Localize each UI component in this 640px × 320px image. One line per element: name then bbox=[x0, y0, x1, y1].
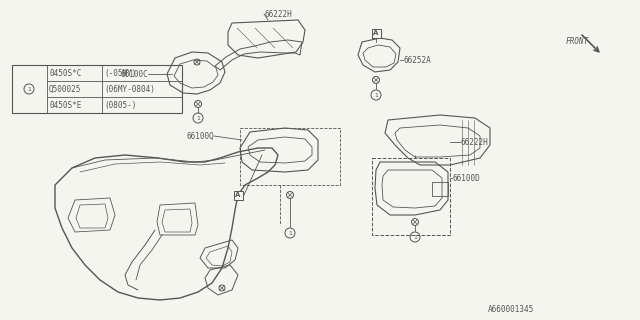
Text: 0450S*C: 0450S*C bbox=[49, 68, 81, 77]
Text: 66100D: 66100D bbox=[452, 173, 480, 182]
Text: 1: 1 bbox=[413, 235, 417, 239]
Text: (06MY-0804): (06MY-0804) bbox=[104, 84, 155, 93]
Text: (0805-): (0805-) bbox=[104, 100, 136, 109]
Text: 0450S*E: 0450S*E bbox=[49, 100, 81, 109]
Text: 1: 1 bbox=[374, 92, 378, 98]
Text: 1: 1 bbox=[288, 230, 292, 236]
Text: Q500025: Q500025 bbox=[49, 84, 81, 93]
Text: A: A bbox=[236, 192, 241, 198]
Bar bbox=[371, 28, 381, 37]
Text: 66100Q: 66100Q bbox=[186, 132, 214, 140]
Text: 66222H: 66222H bbox=[264, 10, 292, 19]
Text: FRONT: FRONT bbox=[566, 36, 589, 45]
Text: 66100C: 66100C bbox=[120, 69, 148, 78]
Bar bbox=[234, 190, 243, 199]
Text: (-05MY): (-05MY) bbox=[104, 68, 136, 77]
Text: A: A bbox=[373, 30, 379, 36]
Text: 66222H: 66222H bbox=[460, 138, 488, 147]
Text: 1: 1 bbox=[27, 86, 31, 92]
Bar bbox=[12, 65, 182, 113]
Text: 66252A: 66252A bbox=[403, 55, 431, 65]
Text: 1: 1 bbox=[196, 116, 200, 121]
Text: A660001345: A660001345 bbox=[488, 306, 534, 315]
